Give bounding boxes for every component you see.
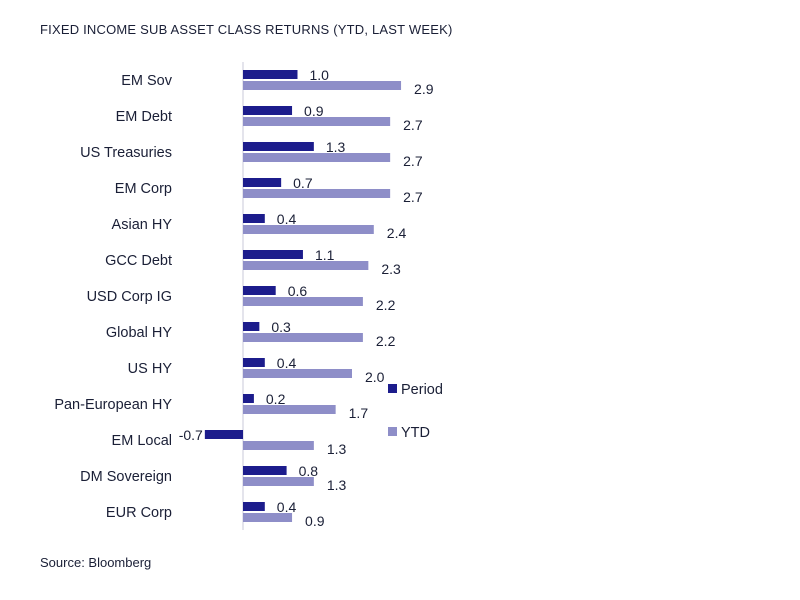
category-label: EUR Corp	[106, 505, 172, 521]
period-value-label: 0.3	[271, 319, 291, 335]
ytd-value-label: 2.3	[381, 261, 401, 277]
category-label: Global HY	[106, 325, 172, 341]
category-label: DM Sovereign	[80, 469, 172, 485]
ytd-bar	[243, 225, 374, 234]
period-bar	[243, 502, 265, 511]
period-bar	[243, 358, 265, 367]
category-label: EM Sov	[121, 73, 173, 89]
period-value-label: 0.4	[277, 499, 297, 515]
category-label: US Treasuries	[80, 145, 172, 161]
ytd-bar	[243, 297, 363, 306]
ytd-bar	[243, 189, 391, 198]
period-bar	[243, 178, 282, 187]
ytd-bar	[243, 261, 369, 270]
period-value-label: 0.7	[293, 175, 313, 191]
period-value-label: 0.8	[299, 463, 319, 479]
ytd-value-label: 2.7	[403, 153, 423, 169]
category-label: EM Local	[112, 433, 172, 449]
period-value-label: 0.9	[304, 103, 324, 119]
period-bar	[243, 466, 287, 475]
ytd-value-label: 2.0	[365, 369, 385, 385]
ytd-bar	[243, 333, 363, 342]
category-label: GCC Debt	[105, 253, 172, 269]
period-value-label: 0.2	[266, 391, 286, 407]
period-value-label: 0.6	[288, 283, 308, 299]
ytd-bar	[243, 477, 314, 486]
period-bar	[243, 250, 303, 259]
source-note: Source: Bloomberg	[40, 555, 152, 570]
category-label: Pan-European HY	[54, 397, 172, 413]
category-label: EM Corp	[115, 181, 172, 197]
ytd-value-label: 1.7	[349, 405, 369, 421]
period-value-label: 1.3	[326, 139, 346, 155]
period-bar	[243, 286, 276, 295]
legend-swatch-period	[388, 384, 397, 393]
ytd-bar	[243, 81, 402, 90]
ytd-value-label: 1.3	[327, 441, 347, 457]
legend-label-period: Period	[401, 382, 443, 398]
period-bar	[204, 430, 243, 439]
chart-title: FIXED INCOME SUB ASSET CLASS RETURNS (YT…	[40, 22, 453, 37]
period-value-label: -0.7	[179, 427, 203, 443]
period-value-label: 0.4	[277, 211, 297, 227]
period-value-label: 1.1	[315, 247, 335, 263]
ytd-value-label: 2.4	[387, 225, 407, 241]
period-bar	[243, 106, 293, 115]
ytd-bar	[243, 117, 391, 126]
ytd-value-label: 2.7	[403, 189, 423, 205]
ytd-bar	[243, 369, 352, 378]
ytd-value-label: 2.2	[376, 333, 396, 349]
ytd-bar	[243, 405, 336, 414]
period-bar	[243, 214, 265, 223]
period-bar	[243, 142, 314, 151]
legend-swatch-ytd	[388, 427, 397, 436]
category-label: Asian HY	[112, 217, 173, 233]
ytd-bar	[243, 441, 314, 450]
ytd-value-label: 2.7	[403, 117, 423, 133]
ytd-bar	[243, 513, 293, 522]
period-bar	[243, 322, 260, 331]
period-bar	[243, 394, 254, 403]
category-label: US HY	[128, 361, 173, 377]
ytd-bar	[243, 153, 391, 162]
legend-label-ytd: YTD	[401, 425, 430, 441]
ytd-value-label: 1.3	[327, 477, 347, 493]
ytd-value-label: 2.2	[376, 297, 396, 313]
ytd-value-label: 0.9	[305, 513, 325, 529]
period-value-label: 1.0	[310, 67, 330, 83]
period-value-label: 0.4	[277, 355, 297, 371]
category-label: EM Debt	[116, 109, 172, 125]
period-bar	[243, 70, 298, 79]
category-label: USD Corp IG	[87, 289, 172, 305]
ytd-value-label: 2.9	[414, 81, 434, 97]
